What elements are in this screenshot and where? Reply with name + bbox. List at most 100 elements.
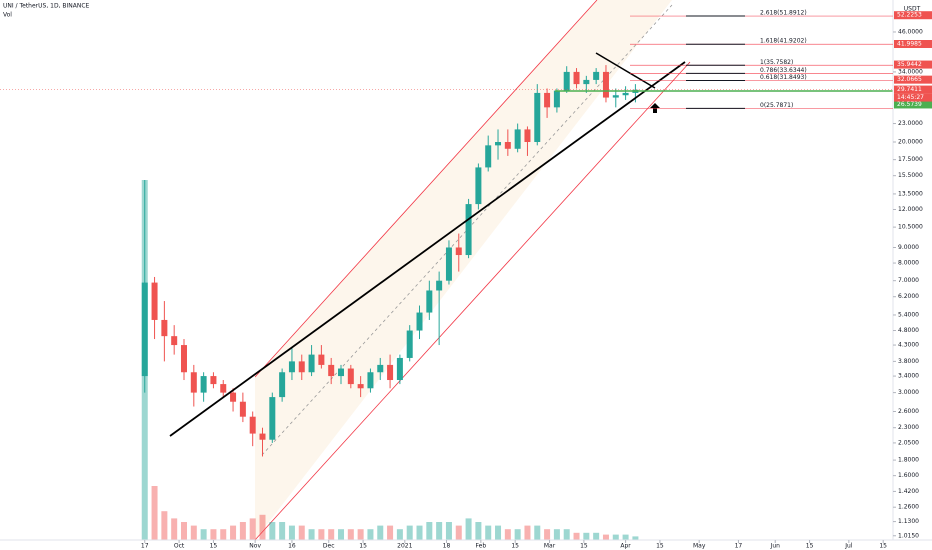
candle-body (161, 319, 168, 337)
x-tick-label: 16 (288, 543, 296, 550)
candle-body (485, 145, 492, 168)
volume-bar (593, 532, 600, 540)
candle-body (465, 204, 472, 256)
candle-body (524, 129, 531, 143)
candle-body (308, 354, 315, 373)
volume-bar (180, 522, 187, 540)
candle-body (426, 290, 433, 313)
volume-bar (563, 529, 570, 540)
candle-body (377, 364, 384, 373)
volume-label: Vol (3, 12, 12, 19)
candle-body (504, 142, 511, 149)
volume-bar (269, 522, 276, 540)
x-tick-label: 15 (806, 543, 814, 550)
candle-body (563, 71, 570, 91)
x-tick-label: Mar (544, 543, 556, 550)
candle-body (387, 364, 394, 381)
candle-body (200, 376, 207, 393)
x-tick-label: 15 (656, 543, 664, 550)
candle-body (328, 364, 335, 377)
volume-bar (190, 525, 197, 540)
y-tick-label: 5.4000 (898, 311, 919, 318)
candle-body (367, 372, 374, 389)
candle-body (416, 312, 423, 331)
volume-bar (338, 529, 345, 540)
y-tick-label: 4.8000 (898, 327, 919, 334)
candle-body (622, 92, 629, 96)
x-tick-label: Jul (844, 543, 853, 550)
volume-bar (279, 522, 286, 540)
candle-body (593, 71, 600, 80)
volume-bar (573, 532, 580, 540)
candle-body (553, 90, 560, 108)
volume-bar (259, 514, 266, 540)
volume-bar (534, 525, 541, 540)
triangle-line (595, 52, 656, 89)
volume-bar (436, 522, 443, 540)
price-label-bg (894, 11, 932, 20)
x-tick-label: May (693, 543, 706, 550)
price-label: 52.2253 (897, 12, 922, 19)
price-label-bg (894, 75, 932, 84)
y-tick-label: 6.2000 (898, 293, 919, 300)
volume-bar (161, 511, 168, 540)
y-tick-label: 3.4000 (898, 373, 919, 380)
candle-body (269, 397, 276, 440)
volume-bar (485, 525, 492, 540)
candle-body (475, 167, 482, 205)
candle-body (279, 372, 286, 398)
price-label-bg (894, 40, 932, 49)
candle-body (338, 368, 345, 377)
volume-bar (396, 529, 403, 540)
y-tick-label: 3.8000 (898, 358, 919, 365)
candle-body (190, 372, 197, 393)
x-tick-label: 15 (580, 543, 588, 550)
volume-bar (445, 522, 452, 540)
candle-body (455, 247, 462, 256)
x-tick-label: 2021 (397, 543, 412, 550)
volume-bar (406, 525, 413, 540)
y-tick-label: 2.0500 (898, 439, 919, 446)
candle-body (357, 384, 364, 389)
y-tick-label: 34.0000 (898, 68, 923, 75)
volume-bar (357, 529, 364, 540)
volume-bar (210, 529, 217, 540)
trendline (169, 61, 686, 437)
marks (141, 65, 639, 540)
candle-body (210, 376, 217, 385)
volume-bar (622, 534, 629, 540)
candle-body (583, 79, 590, 85)
y-tick-label: 1.4200 (898, 488, 919, 495)
candle-body (151, 282, 158, 320)
y-tick-label: 2.3000 (898, 424, 919, 431)
volume-bar (544, 529, 551, 540)
volume-bar (377, 525, 384, 540)
volume-bar (298, 525, 305, 540)
y-tick-label: 3.0000 (898, 389, 919, 396)
channel-lower (254, 61, 691, 541)
candle-body (259, 433, 266, 440)
y-tick-label: 23.0000 (898, 120, 923, 127)
channel-upper (254, 0, 598, 378)
y-tick-label: 15.5000 (898, 172, 923, 179)
price-label: 41.9985 (897, 41, 922, 48)
x-tick-label: Nov (249, 543, 261, 550)
volume-bar (288, 525, 295, 540)
price-label-bg (894, 85, 932, 94)
volume-bar (612, 534, 619, 540)
volume-bar (583, 532, 590, 540)
candle-body (602, 71, 609, 98)
volume-bar (495, 525, 502, 540)
volume-bar (475, 522, 482, 540)
y-tick-label: 2.6000 (898, 408, 919, 415)
volume-bar (455, 525, 462, 540)
candle-body (318, 354, 325, 365)
candle-body (180, 345, 187, 373)
volume-bar (416, 525, 423, 540)
x-tick-label: 17 (735, 543, 743, 550)
x-tick-label: Apr (620, 543, 631, 550)
candle-body (288, 361, 295, 373)
countdown: 14:45:27 (897, 94, 924, 101)
x-tick-label: Jun (770, 543, 781, 550)
